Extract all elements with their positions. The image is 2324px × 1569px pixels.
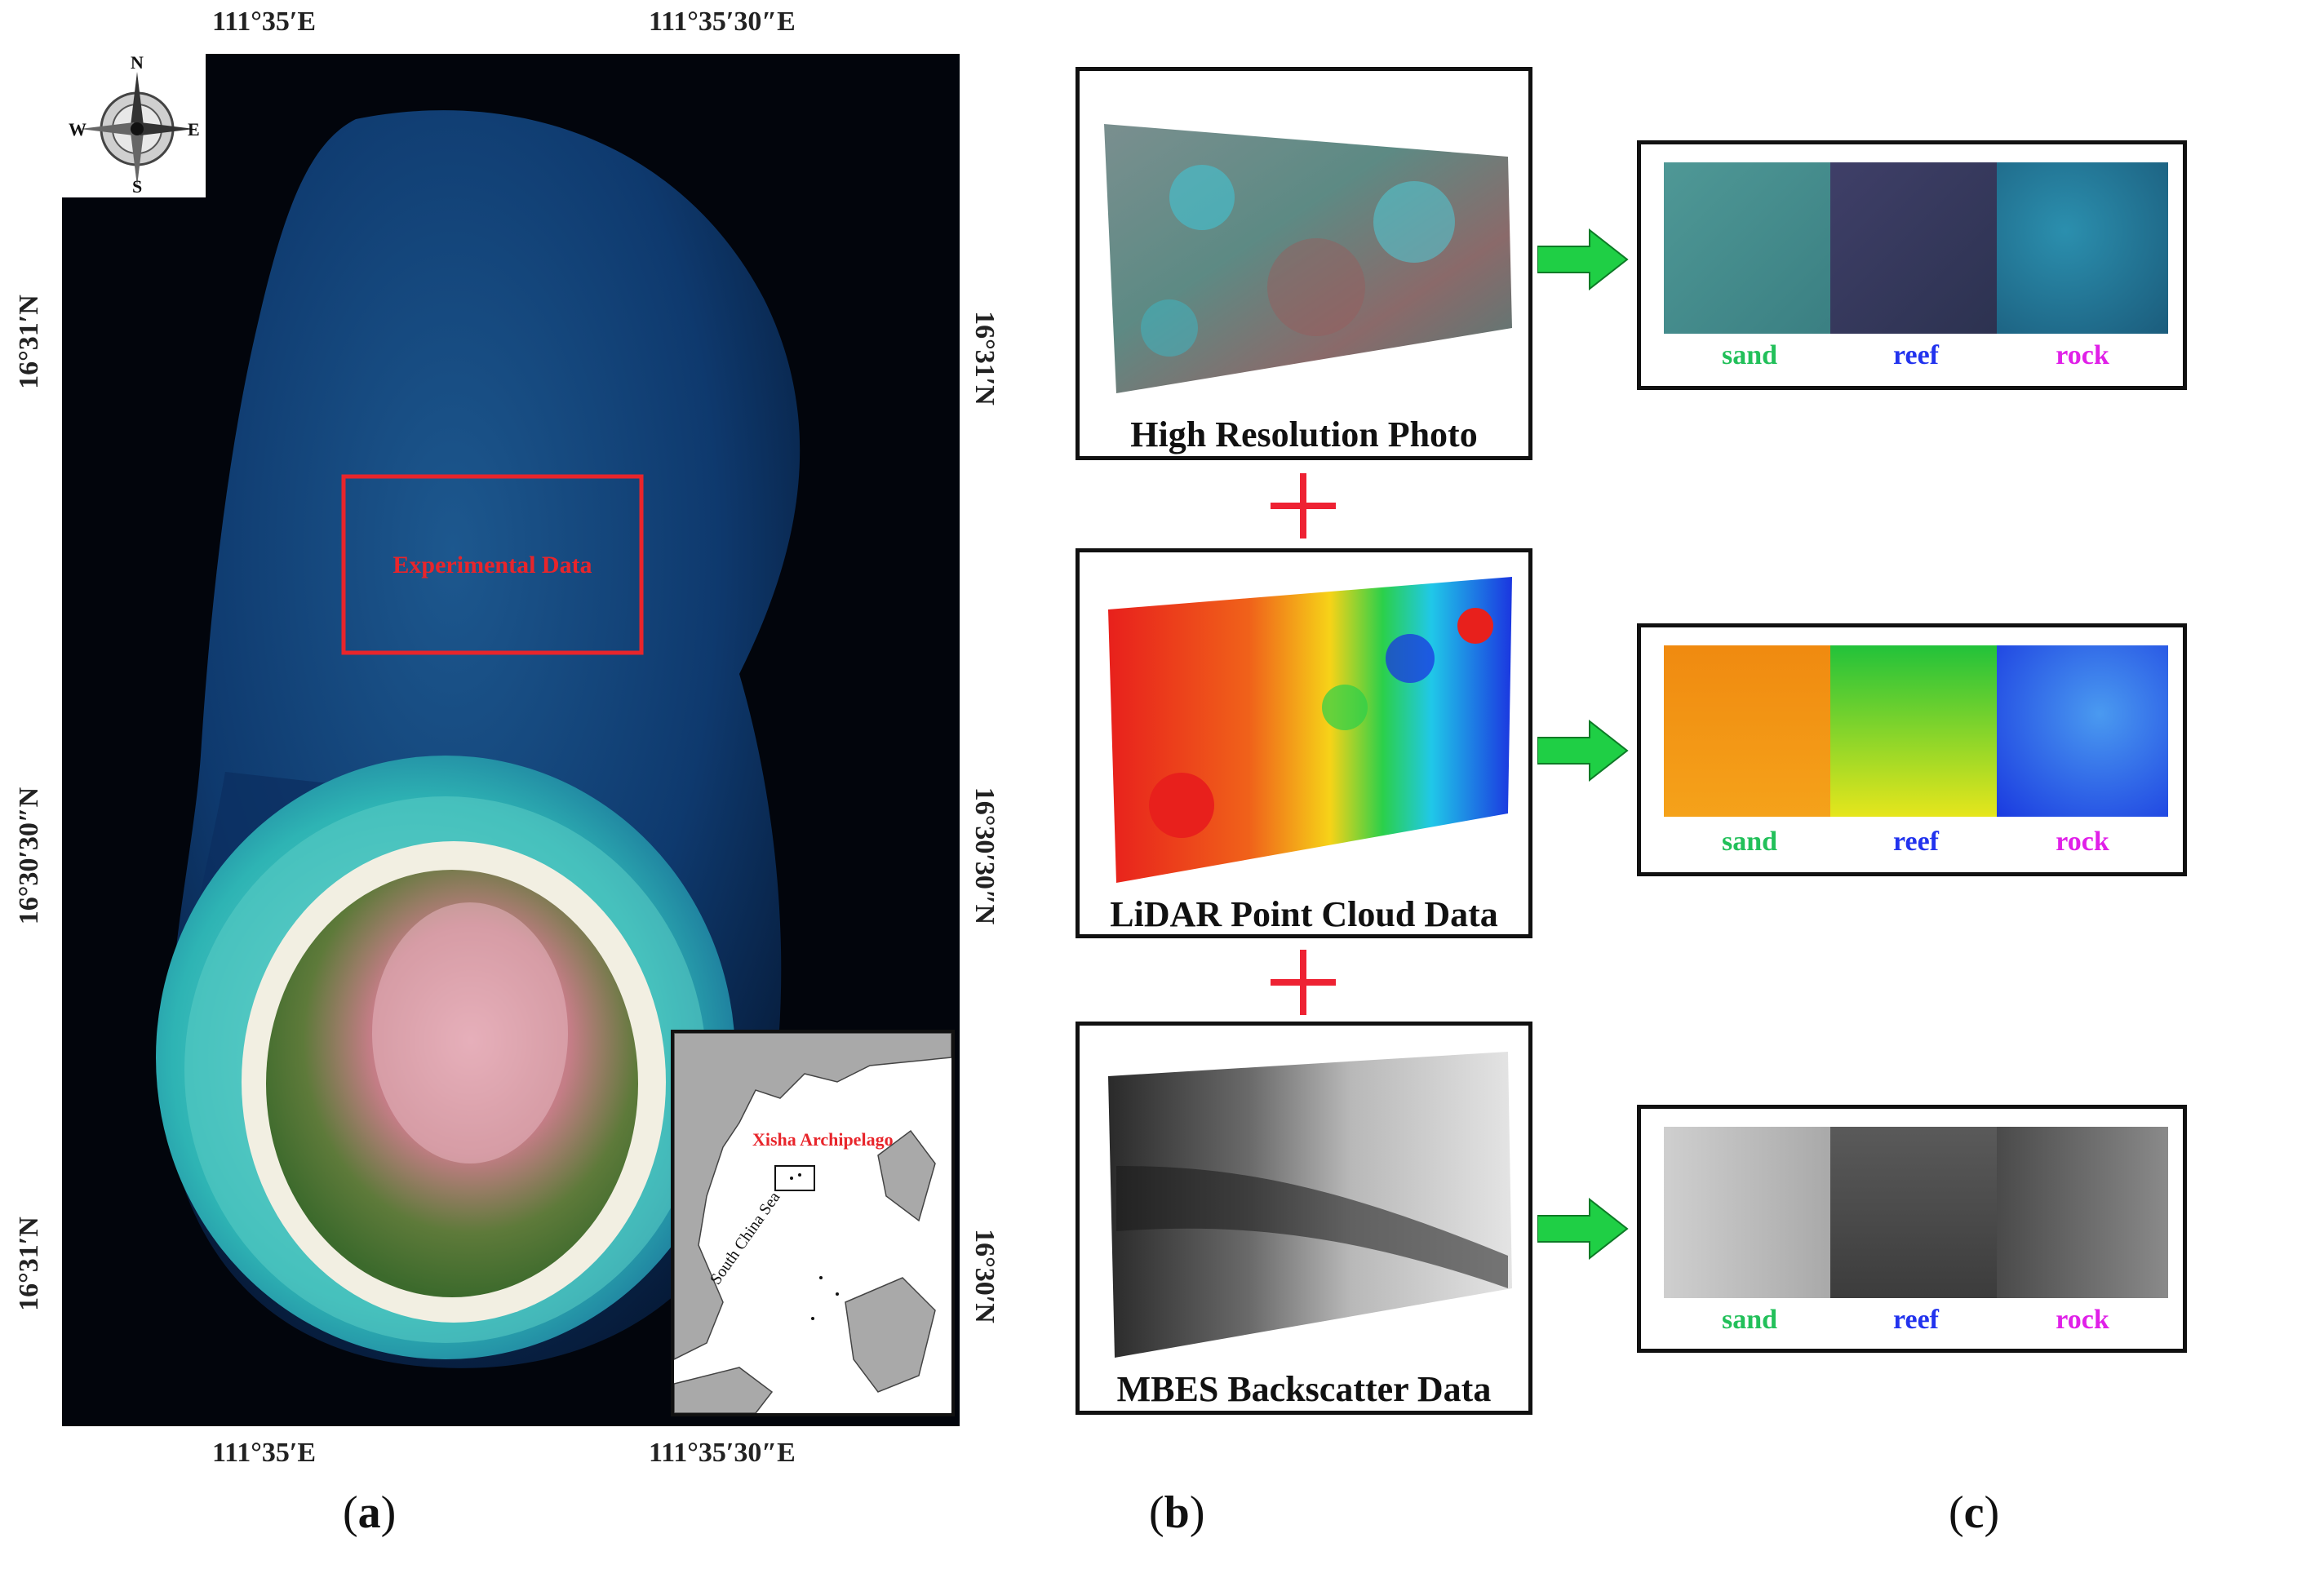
lidar-rock-swatch	[1997, 645, 2168, 817]
arrow-right-icon	[1537, 720, 1629, 782]
bottom-coord-1: 111°35′E	[212, 1438, 317, 1468]
photo-sand-label: sand	[1721, 340, 1778, 370]
satellite-image	[62, 54, 960, 1426]
photo-box: High Resolution Photo	[1076, 67, 1532, 460]
arrow-right-icon	[1537, 228, 1629, 290]
mbes-reef-swatch	[1830, 1127, 2002, 1298]
photo-reef-swatch	[1830, 162, 2002, 334]
photo-image	[1104, 124, 1512, 393]
inset-map: Xisha Archipelago South China Sea	[671, 1030, 955, 1416]
left-coord-3: 16°31′N	[14, 1217, 44, 1311]
arrow-right-icon	[1537, 1198, 1629, 1260]
panel-label-c: (c)	[1949, 1487, 2000, 1538]
right-coord-3: 16°30′N	[969, 1229, 1000, 1323]
plus-icon	[1271, 950, 1336, 1015]
photo-title: High Resolution Photo	[1130, 414, 1478, 454]
mbes-image	[1108, 1052, 1512, 1358]
compass-w: W	[69, 119, 86, 140]
top-coord-2: 111°35′30″E	[649, 7, 796, 37]
compass-icon	[80, 72, 194, 186]
lidar-rock-label: rock	[2056, 827, 2109, 857]
panel-label-a: (a)	[343, 1487, 397, 1538]
lidar-box: LiDAR Point Cloud Data	[1076, 548, 1532, 938]
top-coord-1: 111°35′E	[212, 7, 317, 37]
lidar-image	[1108, 577, 1512, 883]
photo-sand-swatch	[1664, 162, 1835, 334]
mbes-box: MBES Backscatter Data	[1076, 1022, 1532, 1415]
bottom-coord-2: 111°35′30″E	[649, 1438, 796, 1468]
left-coord-1: 16°31′N	[14, 295, 44, 389]
experimental-data-label: Experimental Data	[393, 552, 592, 578]
lidar-samples-box: sand reef rock	[1637, 623, 2187, 876]
right-coord-1: 16°31′N	[969, 311, 1000, 406]
mbes-reef-label: reef	[1893, 1305, 1939, 1335]
compass-n: N	[131, 52, 144, 73]
lidar-reef-swatch	[1830, 645, 2002, 817]
inset-region-label: Xisha Archipelago	[752, 1129, 894, 1150]
left-coord-2: 16°30′30″N	[14, 787, 44, 925]
lidar-title: LiDAR Point Cloud Data	[1110, 894, 1498, 934]
mbes-sand-label: sand	[1721, 1305, 1778, 1335]
photo-samples-box: sand reef rock	[1637, 140, 2187, 390]
mbes-sand-swatch	[1664, 1127, 1835, 1298]
compass-s: S	[132, 176, 143, 197]
right-coord-2: 16°30′30″N	[969, 787, 1000, 925]
compass-e: E	[188, 119, 200, 140]
photo-rock-swatch	[1997, 162, 2168, 334]
mbes-rock-label: rock	[2056, 1305, 2109, 1335]
photo-rock-label: rock	[2056, 340, 2109, 370]
lidar-sand-label: sand	[1721, 827, 1778, 857]
plus-icon	[1271, 473, 1336, 539]
mbes-rock-swatch	[1997, 1127, 2168, 1298]
compass-rose: N S W E	[62, 52, 206, 197]
mbes-title: MBES Backscatter Data	[1116, 1369, 1492, 1409]
mbes-samples-box: sand reef rock	[1637, 1105, 2187, 1353]
lidar-sand-swatch	[1664, 645, 1835, 817]
panel-label-b: (b)	[1149, 1487, 1205, 1538]
photo-reef-label: reef	[1893, 340, 1939, 370]
lidar-reef-label: reef	[1893, 827, 1939, 857]
